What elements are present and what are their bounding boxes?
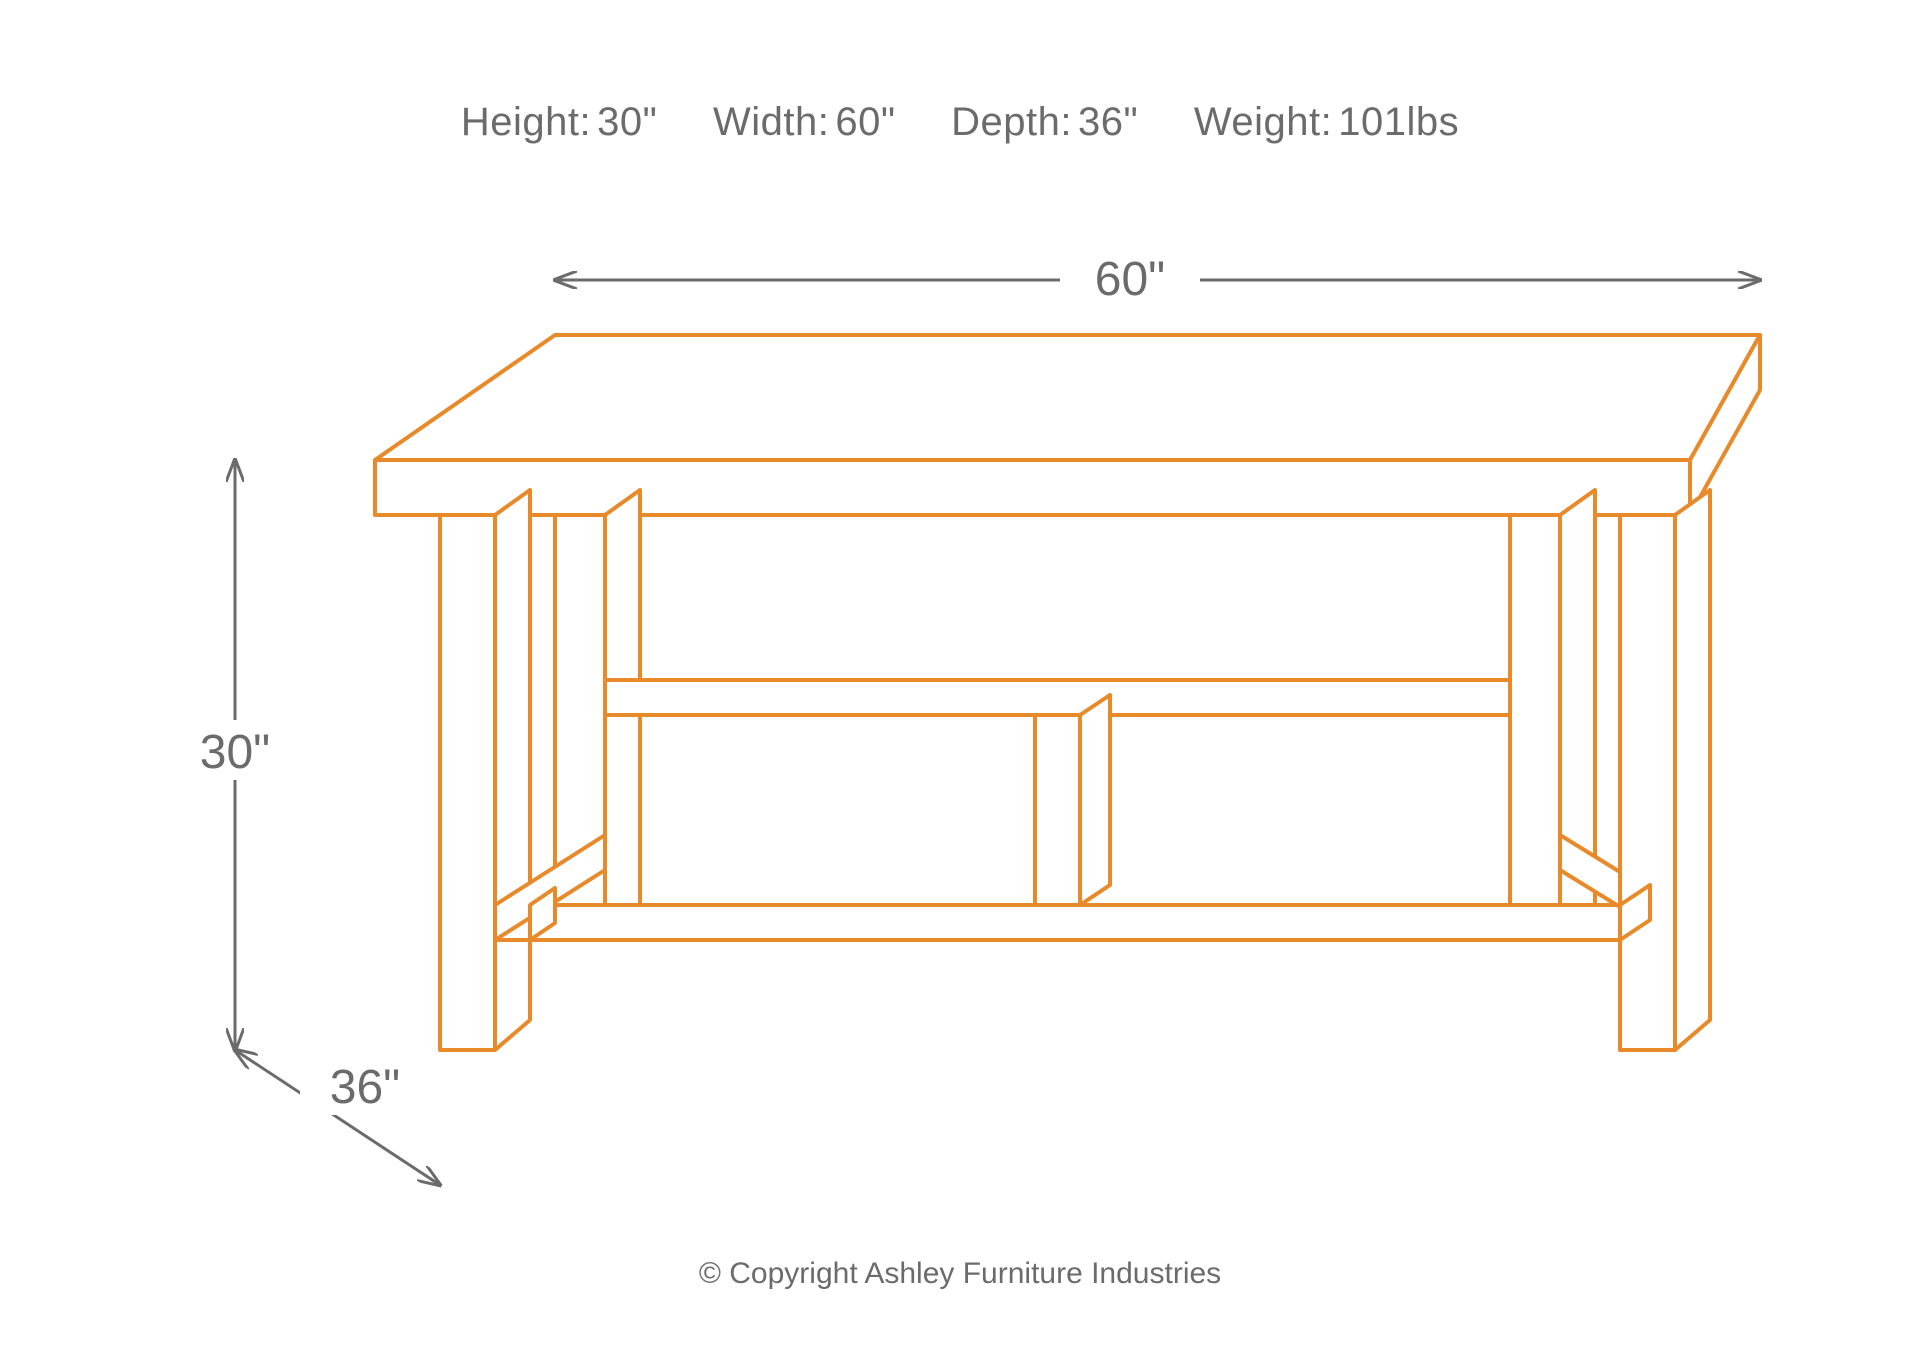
- leg-front-right: [1620, 490, 1710, 1050]
- diagram-stage: Height:30" Width:60" Depth:36" Weight:10…: [0, 0, 1920, 1361]
- stretcher-back-top: [605, 680, 1510, 715]
- tabletop-front-face: [375, 460, 1690, 515]
- width-label: 60": [1095, 253, 1165, 306]
- copyright-line: © Copyright Ashley Furniture Industries: [0, 1257, 1920, 1291]
- table-outline: [375, 335, 1760, 1050]
- leg-front-left: [440, 490, 530, 1050]
- depth-label: 36": [330, 1061, 400, 1114]
- center-post: [1035, 695, 1110, 905]
- height-label: 30": [200, 726, 270, 779]
- tabletop-top-face: [375, 335, 1760, 460]
- table-drawing: 60" 30" 36": [0, 0, 1920, 1361]
